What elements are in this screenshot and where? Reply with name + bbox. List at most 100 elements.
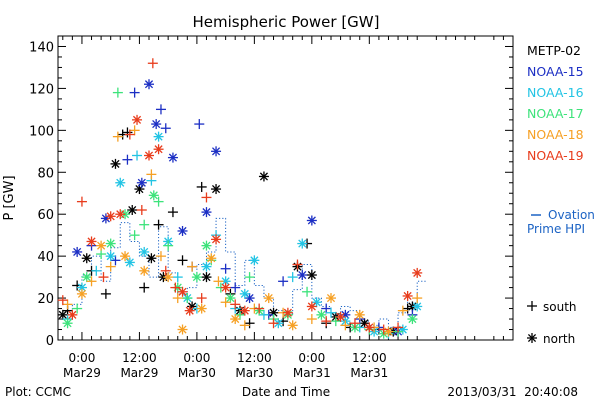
south-marker <box>72 303 83 314</box>
south-marker <box>220 263 231 274</box>
south-marker <box>326 307 336 318</box>
south-marker <box>91 265 102 276</box>
legend-series-label: NOAA-19 <box>527 148 584 163</box>
north-marker <box>139 246 150 257</box>
south-marker <box>172 272 183 283</box>
legend-north-label: north <box>543 332 575 346</box>
north-marker <box>105 211 116 222</box>
north-marker <box>402 290 413 301</box>
north-marker <box>297 270 308 281</box>
north-marker <box>136 177 147 188</box>
north-marker <box>105 238 116 249</box>
north-marker <box>124 257 135 268</box>
y-tick-label: 120 <box>29 82 54 97</box>
y-tick-label: 0 <box>46 334 54 349</box>
north-marker <box>105 251 116 262</box>
north-marker <box>326 293 336 304</box>
legend-series-label: NOAA-17 <box>527 106 584 121</box>
south-marker <box>306 314 317 325</box>
north-marker <box>86 236 97 247</box>
north-marker <box>62 318 73 329</box>
legend-south-symbol <box>527 301 537 311</box>
north-marker <box>144 79 154 90</box>
x-tick-time: 0:00 <box>183 351 210 365</box>
south-marker <box>160 123 171 134</box>
south-marker <box>76 196 87 207</box>
legend: METP-02 NOAA-15 NOAA-16 NOAA-17 NOAA-18 NOAA-… <box>527 43 595 346</box>
south-marker <box>244 272 255 283</box>
x-tick-time: 12:00 <box>237 351 272 365</box>
south-marker <box>220 297 231 308</box>
north-marker <box>81 253 92 264</box>
south-marker <box>187 261 198 272</box>
south-marker <box>393 322 404 333</box>
south-marker <box>122 154 133 165</box>
plot-frame <box>57 35 514 341</box>
north-marker <box>127 205 138 216</box>
north-marker <box>201 207 212 218</box>
north-marker <box>211 146 222 157</box>
axes: 0204060801001201400:00Mar2912:00Mar290:0… <box>29 35 514 380</box>
y-tick-label: 80 <box>37 166 54 181</box>
north-marker <box>72 246 83 257</box>
x-tick-time: 0:00 <box>68 351 95 365</box>
north-marker <box>364 322 375 333</box>
north-marker <box>177 225 188 236</box>
south-marker <box>153 219 164 230</box>
south-marker <box>160 265 171 276</box>
north-marker <box>306 215 317 226</box>
north-marker <box>230 314 241 325</box>
south-marker <box>201 192 212 203</box>
south-marker <box>146 169 157 180</box>
chart-title: Hemispheric Power [GW] <box>193 13 380 31</box>
north-marker <box>153 131 164 142</box>
south-marker <box>112 131 123 142</box>
north-marker <box>225 293 236 304</box>
north-marker <box>151 119 162 130</box>
footer-credit: Plot: CCMC <box>5 385 71 399</box>
south-marker <box>321 316 332 327</box>
legend-series-label: NOAA-15 <box>527 64 584 79</box>
south-marker <box>196 293 207 304</box>
south-marker <box>397 305 408 316</box>
north-marker <box>191 272 202 283</box>
south-marker <box>167 207 178 218</box>
north-marker <box>287 320 298 331</box>
legend-ovation-label: Ovation <box>548 208 595 222</box>
north-marker <box>115 177 126 188</box>
south-marker <box>86 276 97 287</box>
north-marker <box>115 209 126 220</box>
south-marker <box>230 282 241 293</box>
south-marker <box>163 240 174 251</box>
north-marker <box>110 158 121 169</box>
north-marker <box>177 324 188 335</box>
south-marker <box>62 299 73 310</box>
north-marker <box>196 303 207 314</box>
south-marker <box>98 272 109 283</box>
y-tick-label: 20 <box>37 292 54 307</box>
north-marker <box>76 288 87 299</box>
south-marker <box>153 196 164 207</box>
south-marker <box>244 318 255 329</box>
south-marker <box>155 104 166 115</box>
south-marker <box>122 127 133 138</box>
south-marker <box>139 282 150 293</box>
x-axis-label: Date and Time <box>242 385 330 399</box>
north-marker <box>144 150 154 161</box>
north-marker <box>249 255 260 266</box>
north-marker <box>306 270 317 281</box>
north-marker <box>220 282 231 293</box>
x-tick-date: Mar31 <box>293 366 331 380</box>
north-marker <box>206 253 217 264</box>
y-tick-label: 140 <box>29 40 54 55</box>
south-marker <box>278 276 289 287</box>
north-marker <box>239 305 250 316</box>
south-marker <box>182 293 193 304</box>
x-tick-date: Mar29 <box>120 366 158 380</box>
south-marker <box>302 286 313 297</box>
south-marker <box>100 288 111 299</box>
south-marker <box>105 261 116 272</box>
legend-south-label: south <box>543 300 577 314</box>
north-marker <box>148 190 159 201</box>
